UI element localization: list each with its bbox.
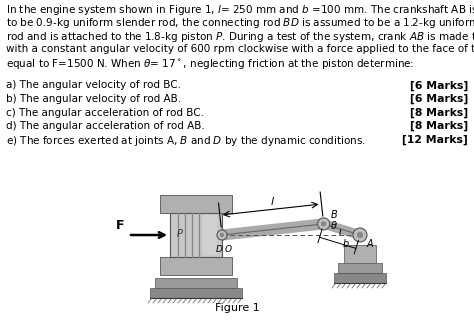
Bar [155,278,237,288]
Text: [12 Marks]: [12 Marks] [402,134,468,145]
Text: rod and is attached to the 1.8-kg piston $P$. During a test of the system, crank: rod and is attached to the 1.8-kg piston… [6,30,474,44]
Circle shape [220,233,224,237]
Bar [160,257,232,275]
Text: [8 Marks]: [8 Marks] [410,121,468,131]
Text: $b$: $b$ [342,237,349,249]
Text: In the engine system shown in Figure 1, $l$= 250 mm and $b$ =100 mm. The cranksh: In the engine system shown in Figure 1, … [6,3,474,17]
Bar [160,195,232,213]
Circle shape [321,221,327,227]
Text: $P$: $P$ [176,227,184,239]
Text: $l$: $l$ [270,194,275,207]
Text: [6 Marks]: [6 Marks] [410,94,468,104]
Text: $A$: $A$ [366,237,374,249]
Text: with a constant angular velocity of 600 rpm clockwise with a force applied to th: with a constant angular velocity of 600 … [6,44,474,54]
Text: a) The angular velocity of rod BC.: a) The angular velocity of rod BC. [6,80,181,90]
Circle shape [318,218,329,230]
Bar [170,213,222,257]
Text: $\mathbf{F}$: $\mathbf{F}$ [115,219,124,232]
Text: c) The angular acceleration of rod BC.: c) The angular acceleration of rod BC. [6,108,204,118]
Text: $B$: $B$ [329,208,338,220]
Bar [338,263,382,273]
Text: [8 Marks]: [8 Marks] [410,108,468,118]
Text: b) The angular velocity of rod AB.: b) The angular velocity of rod AB. [6,94,181,104]
Bar [334,273,386,283]
Circle shape [217,230,227,240]
Text: equal to F=1500 N. When $\theta$= 17$^\circ$, neglecting friction at the piston : equal to F=1500 N. When $\theta$= 17$^\c… [6,57,414,71]
Text: e) The forces exerted at joints A, $B$ and $D$ by the dynamic conditions.: e) The forces exerted at joints A, $B$ a… [6,134,366,149]
Text: Figure 1: Figure 1 [215,303,259,313]
Text: $\theta$: $\theta$ [330,219,338,231]
Bar [150,288,242,298]
Text: to be 0.9-kg uniform slender rod, the connecting rod $BD$ is assumed to be a 1.2: to be 0.9-kg uniform slender rod, the co… [6,16,474,30]
Circle shape [357,232,363,238]
Text: $O$: $O$ [224,243,233,254]
Text: d) The angular acceleration of rod AB.: d) The angular acceleration of rod AB. [6,121,205,131]
Text: [6 Marks]: [6 Marks] [410,80,468,91]
Circle shape [353,228,367,242]
Bar [203,215,217,255]
Text: $D$: $D$ [215,243,223,254]
Bar [344,245,376,263]
